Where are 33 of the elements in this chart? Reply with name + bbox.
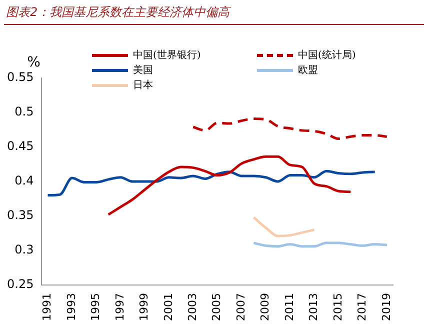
x-tick-label: 1995 — [89, 293, 102, 322]
legend-label: 日本 — [133, 78, 153, 92]
x-tick-label: 2017 — [356, 293, 369, 322]
chart-title: 图表2：我国基尼系数在主要经济体中偏高 — [6, 4, 230, 21]
x-tick-label: 2015 — [331, 293, 344, 322]
line-series — [252, 216, 316, 238]
y-tick-label: 0.45 — [7, 139, 34, 154]
x-tick-label: 2009 — [258, 293, 272, 322]
y-tick-label: 0.35 — [7, 208, 34, 222]
x-tick-label: 2005 — [210, 293, 224, 322]
x-tick-label: 2013 — [307, 293, 320, 322]
x-tick-label: 2007 — [234, 293, 248, 322]
y-tick-label: 0.55 — [7, 70, 34, 84]
line-series — [46, 170, 376, 197]
y-tick-label: 0.3 — [14, 242, 34, 257]
x-tick-label: 2019 — [380, 293, 393, 322]
legend-label: 中国(统计局) — [298, 48, 356, 62]
legend-label: 中国(世界银行) — [133, 48, 201, 62]
x-tick-label: 1993 — [64, 293, 78, 322]
y-tick-label: 0.4 — [14, 174, 34, 188]
y-axis-title: % — [27, 54, 40, 71]
line-series — [192, 117, 388, 140]
line-series — [107, 155, 352, 216]
y-tick-label: 0.25 — [7, 277, 34, 292]
x-tick-label: 2003 — [186, 293, 199, 322]
legend-label: 美国 — [133, 64, 153, 77]
legend-label: 欧盟 — [298, 64, 318, 77]
x-tick-label: 1997 — [113, 293, 126, 322]
x-tick-label: 1999 — [138, 293, 151, 322]
x-tick-label: 1991 — [40, 293, 54, 322]
x-tick-label: 2011 — [282, 293, 296, 322]
x-tick-label: 2001 — [162, 293, 175, 322]
y-tick-label: 0.5 — [14, 104, 34, 119]
